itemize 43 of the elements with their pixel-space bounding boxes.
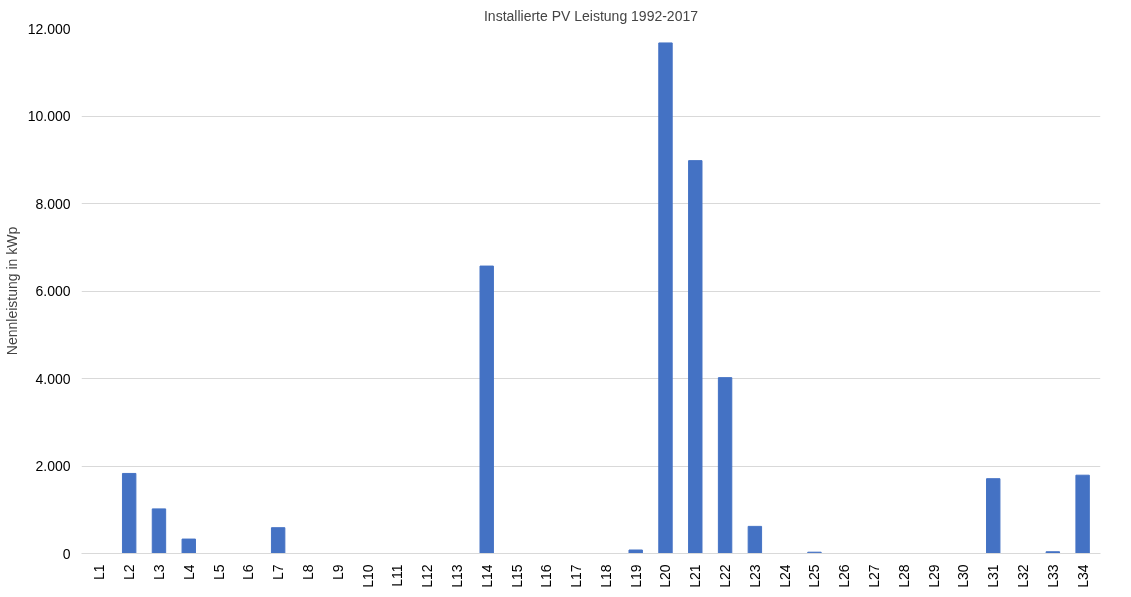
x-tick-label: L7 bbox=[270, 564, 287, 581]
x-tick-label: L1 bbox=[91, 564, 108, 581]
y-axis-title: Nennleistung in kWp bbox=[3, 226, 20, 356]
x-tick-label: L13 bbox=[448, 564, 465, 588]
x-tick-label: L4 bbox=[180, 564, 197, 581]
x-tick-label: L20 bbox=[657, 564, 674, 588]
x-tick-label: L10 bbox=[359, 564, 376, 588]
x-tick-label: L17 bbox=[568, 564, 585, 588]
y-tick-label: 10.000 bbox=[27, 108, 71, 124]
chart-title: Installierte PV Leistung 1992-2017 bbox=[483, 7, 699, 24]
x-tick-label: L33 bbox=[1044, 564, 1061, 588]
y-tick-label: 4.000 bbox=[35, 370, 71, 387]
x-tick-label: L8 bbox=[299, 564, 316, 581]
y-tick-label: 8.000 bbox=[35, 195, 71, 212]
x-tick-label: L12 bbox=[419, 564, 436, 588]
x-tick-label: L28 bbox=[895, 564, 912, 588]
x-tick-label: L5 bbox=[210, 564, 227, 581]
x-tick-label: L3 bbox=[150, 564, 167, 581]
x-tick-label: L16 bbox=[538, 564, 555, 588]
x-tick-label: L24 bbox=[776, 564, 793, 588]
x-tick-label: L25 bbox=[806, 564, 823, 588]
x-tick-label: L15 bbox=[508, 564, 525, 588]
x-tick-label: L22 bbox=[717, 564, 734, 588]
x-tick-label: L6 bbox=[240, 564, 257, 581]
y-tick-label: 12.000 bbox=[27, 20, 71, 37]
y-tick-label: 6.000 bbox=[35, 283, 71, 299]
x-tick-label: L18 bbox=[597, 564, 614, 588]
x-tick-label: L32 bbox=[1015, 564, 1032, 588]
x-tick-label: L23 bbox=[746, 564, 763, 588]
x-tick-label: L21 bbox=[687, 564, 704, 588]
y-tick-label: 0 bbox=[62, 545, 71, 562]
x-tick-label: L27 bbox=[866, 564, 883, 588]
x-tick-label: L14 bbox=[478, 564, 495, 588]
x-tick-label: L29 bbox=[925, 564, 942, 588]
x-tick-label: L26 bbox=[836, 564, 853, 588]
x-tick-label: L34 bbox=[1074, 564, 1091, 588]
x-tick-label: L9 bbox=[329, 564, 346, 581]
x-tick-label: L2 bbox=[121, 564, 138, 581]
x-tick-label: L30 bbox=[955, 564, 972, 588]
x-tick-label: L11 bbox=[389, 564, 406, 587]
x-tick-label: L31 bbox=[985, 564, 1002, 588]
y-tick-label: 2.000 bbox=[35, 458, 71, 474]
x-tick-label: L19 bbox=[627, 564, 644, 588]
